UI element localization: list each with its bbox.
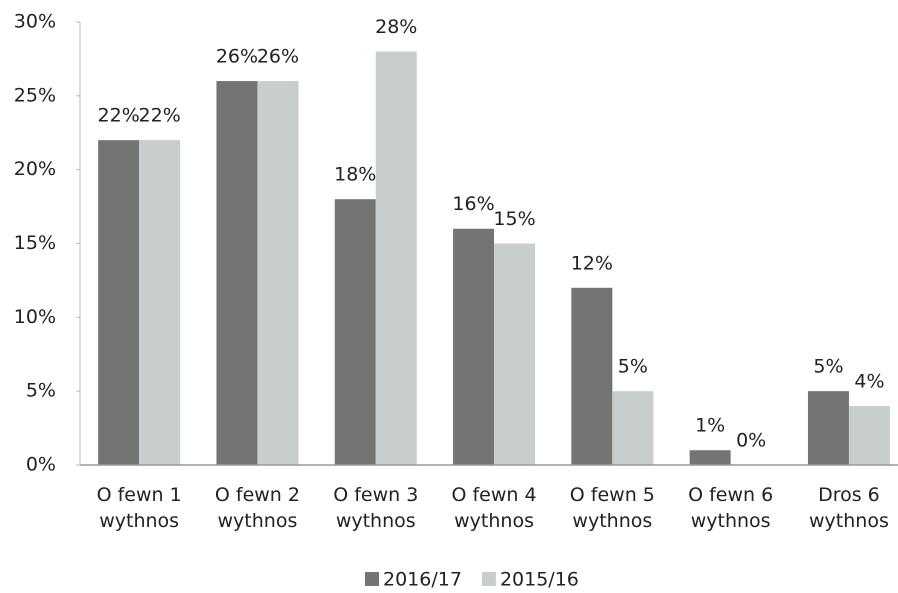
- data-label: 12%: [571, 252, 613, 274]
- bar: [453, 228, 495, 465]
- bar: [571, 287, 613, 465]
- legend-swatch: [365, 572, 379, 586]
- data-label: 5%: [618, 356, 648, 378]
- bar: [98, 140, 140, 465]
- bar: [139, 140, 181, 465]
- data-label: 18%: [334, 164, 376, 186]
- data-label: 26%: [216, 46, 258, 68]
- legend-swatch: [481, 572, 496, 586]
- x-tick-label: O fewn 6 wythnos: [688, 484, 774, 532]
- data-label: 28%: [375, 16, 417, 38]
- legend-label: 2015/16: [500, 569, 579, 591]
- data-label: 0%: [736, 430, 766, 452]
- data-label: 15%: [493, 208, 535, 230]
- legend-label: 2016/17: [383, 569, 462, 591]
- x-tick-label: O fewn 5 wythnos: [569, 484, 655, 532]
- x-tick-label: O fewn 2 wythnos: [214, 484, 300, 532]
- y-tick-label: 5%: [26, 380, 56, 402]
- y-tick-label: 25%: [14, 84, 56, 106]
- bar: [494, 243, 536, 465]
- y-tick-label: 20%: [14, 158, 56, 180]
- data-label: 1%: [695, 415, 725, 437]
- x-tick-label: O fewn 4 wythnos: [451, 484, 537, 532]
- bar: [848, 405, 890, 465]
- x-tick-label: O fewn 1 wythnos: [96, 484, 182, 532]
- bar: [375, 51, 417, 466]
- y-tick-label: 0%: [26, 454, 56, 476]
- y-tick-label: 30%: [14, 11, 56, 33]
- y-tick-label: 10%: [14, 306, 56, 328]
- bar: [257, 81, 299, 466]
- data-label: 22%: [139, 105, 181, 127]
- x-tick-label: Dros 6 wythnos: [809, 484, 889, 532]
- y-tick-label: 15%: [14, 232, 56, 254]
- bar: [689, 450, 731, 465]
- bar: [334, 199, 376, 465]
- bar: [216, 81, 258, 466]
- data-label: 16%: [452, 193, 494, 215]
- data-label: 26%: [257, 46, 299, 68]
- data-label: 22%: [98, 105, 140, 127]
- x-tick-label: O fewn 3 wythnos: [333, 484, 419, 532]
- data-label: 5%: [813, 356, 843, 378]
- data-label: 4%: [854, 370, 884, 392]
- bar: [612, 391, 654, 465]
- bar: [807, 391, 849, 465]
